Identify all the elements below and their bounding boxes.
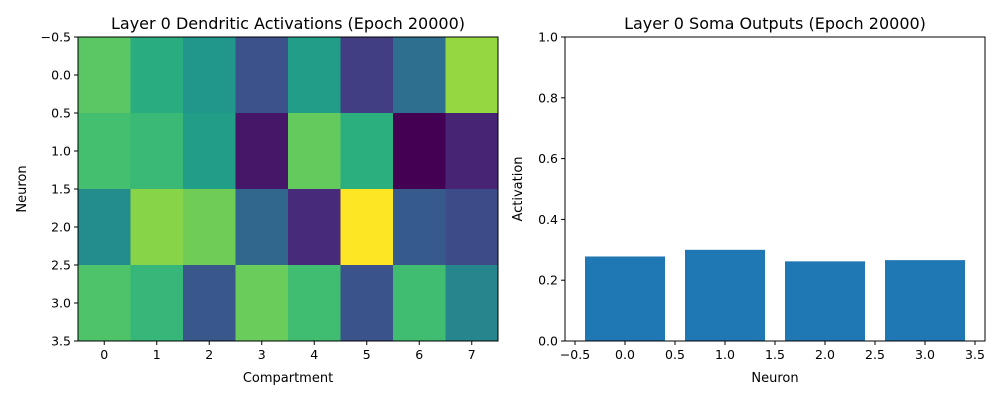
heatmap-cell xyxy=(340,265,394,342)
bar-y-tick-label: 0.0 xyxy=(538,334,558,349)
heatmap-cell xyxy=(235,37,289,114)
heatmap-cell xyxy=(130,265,184,342)
heatmap-cell xyxy=(445,265,499,342)
heatmap-title: Layer 0 Dendritic Activations (Epoch 200… xyxy=(111,14,465,33)
heatmap-x-tick-label: 4 xyxy=(310,347,318,362)
heatmap-cell xyxy=(235,265,289,342)
heatmap-y-tick-label: 3.0 xyxy=(51,296,71,311)
bar xyxy=(685,249,765,341)
bar-y-tick-label: 0.6 xyxy=(538,151,558,166)
heatmap-cell xyxy=(78,37,131,114)
heatmap-cell xyxy=(183,189,236,266)
heatmap-y-label: Neuron xyxy=(15,165,30,212)
heatmap-y-tick-label: 1.5 xyxy=(51,182,71,197)
bar-x-tick-label: 1.5 xyxy=(765,347,785,362)
heatmap-cell xyxy=(393,265,446,342)
heatmap-cell xyxy=(78,265,131,342)
bar-series xyxy=(585,249,965,341)
heatmap-y-tick-label: 2.5 xyxy=(51,258,71,273)
bar-y-tick-label: 0.4 xyxy=(538,212,558,227)
heatmap-panel: Layer 0 Dendritic Activations (Epoch 200… xyxy=(15,14,499,386)
bar-title: Layer 0 Soma Outputs (Epoch 20000) xyxy=(624,14,926,33)
heatmap-x-tick-label: 2 xyxy=(205,347,213,362)
bar-x-label: Neuron xyxy=(751,371,798,386)
heatmap-cell xyxy=(393,189,446,266)
heatmap-x-tick-label: 5 xyxy=(363,347,371,362)
bar-panel: Layer 0 Soma Outputs (Epoch 20000) −0.5 0… xyxy=(511,14,986,386)
bar xyxy=(885,260,965,341)
heatmap-y-tick-label: −0.5 xyxy=(41,30,71,45)
bar xyxy=(585,256,665,341)
heatmap-x-tick-label: 1 xyxy=(153,347,161,362)
heatmap-cell xyxy=(340,37,394,114)
bar-y-ticks: 0.0 0.2 0.4 0.6 0.8 1.0 xyxy=(538,30,565,349)
heatmap-cell xyxy=(445,37,499,114)
bar-x-tick-label: 0.0 xyxy=(615,347,635,362)
bar-x-tick-label: 3.5 xyxy=(965,347,985,362)
heatmap-cell xyxy=(445,113,499,190)
bar-x-ticks: −0.5 0.0 0.5 1.0 1.5 2.0 2.5 3.0 3.5 xyxy=(560,341,985,362)
bar xyxy=(785,261,865,341)
bar-x-tick-label: −0.5 xyxy=(560,347,590,362)
heatmap-cell xyxy=(130,189,184,266)
heatmap-x-ticks: 0 1 2 3 4 5 6 7 xyxy=(100,341,476,362)
heatmap-cell xyxy=(78,189,131,266)
heatmap-y-ticks: −0.5 0.0 0.5 1.0 1.5 2.0 2.5 3.0 3.5 xyxy=(41,30,78,349)
heatmap-cell xyxy=(340,189,394,266)
bar-x-tick-label: 0.5 xyxy=(665,347,685,362)
heatmap-x-tick-label: 3 xyxy=(258,347,266,362)
heatmap-cell xyxy=(288,189,341,266)
heatmap-y-tick-label: 2.0 xyxy=(51,220,71,235)
heatmap-cell xyxy=(235,113,289,190)
heatmap-y-tick-label: 0.5 xyxy=(51,106,71,121)
heatmap-cell xyxy=(393,113,446,190)
heatmap-cell xyxy=(288,37,341,114)
heatmap-cell xyxy=(78,113,131,190)
heatmap-cell xyxy=(288,265,341,342)
bar-y-tick-label: 1.0 xyxy=(538,30,558,45)
bar-y-tick-label: 0.8 xyxy=(538,90,558,105)
heatmap-cell xyxy=(130,37,184,114)
heatmap-y-tick-label: 0.0 xyxy=(51,68,71,83)
heatmap-x-tick-label: 7 xyxy=(468,347,476,362)
heatmap-x-label: Compartment xyxy=(243,371,333,386)
heatmap-y-tick-label: 3.5 xyxy=(51,334,71,349)
heatmap-cells xyxy=(78,37,499,342)
heatmap-x-tick-label: 6 xyxy=(415,347,423,362)
heatmap-cell xyxy=(393,37,446,114)
heatmap-cell xyxy=(183,113,236,190)
heatmap-cell xyxy=(235,189,289,266)
heatmap-x-tick-label: 0 xyxy=(100,347,108,362)
bar-x-tick-label: 1.0 xyxy=(715,347,735,362)
bar-y-tick-label: 0.2 xyxy=(538,273,558,288)
heatmap-cell xyxy=(445,189,499,266)
heatmap-cell xyxy=(340,113,394,190)
bar-y-label: Activation xyxy=(511,156,526,221)
heatmap-cell xyxy=(183,37,236,114)
bar-x-tick-label: 2.5 xyxy=(865,347,885,362)
heatmap-cell xyxy=(130,113,184,190)
bar-x-tick-label: 2.0 xyxy=(815,347,835,362)
bar-x-tick-label: 3.0 xyxy=(915,347,935,362)
heatmap-y-tick-label: 1.0 xyxy=(51,144,71,159)
heatmap-cell xyxy=(288,113,341,190)
heatmap-cell xyxy=(183,265,236,342)
